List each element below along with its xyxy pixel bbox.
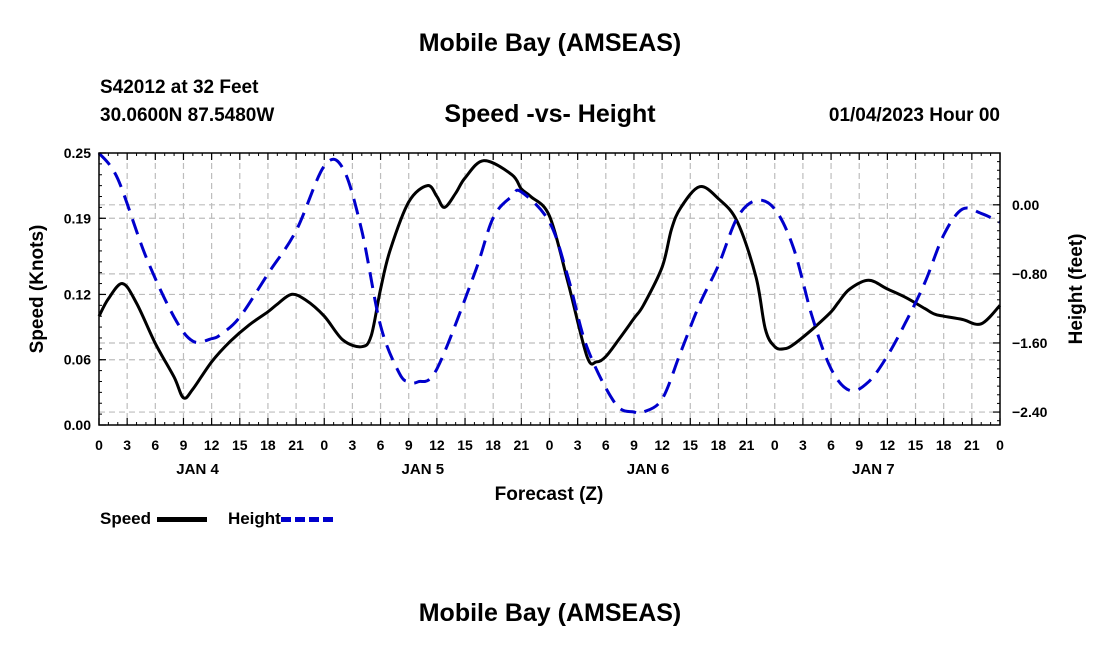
x-tick-label: 12	[204, 437, 220, 453]
day-label: JAN 5	[402, 461, 445, 478]
x-tick-label: 3	[123, 437, 131, 453]
x-tick-label: 12	[429, 437, 445, 453]
x-tick-label: 21	[739, 437, 755, 453]
x-axis-title: Forecast (Z)	[495, 484, 604, 505]
x-tick-label: 15	[682, 437, 698, 453]
forecast-datetime: 01/04/2023 Hour 00	[828, 105, 1000, 126]
x-tick-label: 0	[546, 437, 554, 453]
x-tick-label: 6	[602, 437, 610, 453]
x-tick-label: 18	[260, 437, 276, 453]
x-tick-label: 18	[711, 437, 727, 453]
station-coordinates: 30.0600N 87.5480W	[100, 105, 275, 126]
x-tick-label: 0	[95, 437, 103, 453]
legend-speed-swatch	[157, 517, 208, 523]
y-tick-label: 0.06	[64, 352, 91, 368]
legend-height-label: Height	[227, 509, 281, 528]
y2-tick-label: 0.00	[1012, 197, 1039, 213]
y2-axis-title: Height (feet)	[1066, 234, 1087, 345]
day-label: JAN 7	[852, 461, 895, 478]
x-tick-label: 6	[377, 437, 385, 453]
x-tick-label: 9	[855, 437, 863, 453]
x-tick-label: 18	[485, 437, 501, 453]
x-tick-label: 3	[349, 437, 357, 453]
chart-title: Speed -vs- Height	[444, 100, 656, 128]
day-label: JAN 4	[176, 461, 219, 478]
legend-height-swatch	[280, 517, 333, 523]
y2-tick-label: −0.80	[1012, 266, 1048, 282]
height-series-line	[97, 152, 1001, 415]
x-tick-label: 9	[630, 437, 638, 453]
y2-tick-label: −1.60	[1012, 335, 1048, 351]
day-label: JAN 6	[627, 461, 670, 478]
legend: Speed Height	[100, 509, 333, 529]
x-tick-label: 0	[771, 437, 779, 453]
y-tick-label: 0.12	[64, 286, 91, 302]
x-tick-label: 21	[288, 437, 304, 453]
x-tick-label: 21	[964, 437, 980, 453]
station-label: S42012 at 32 Feet	[100, 77, 259, 98]
y-axis-title: Speed (Knots)	[27, 225, 48, 354]
page-title: Mobile Bay (AMSEAS)	[418, 29, 682, 57]
series-lines	[97, 152, 1002, 415]
x-tick-label: 3	[574, 437, 582, 453]
x-tick-label: 21	[514, 437, 530, 453]
y2-tick-label: −2.40	[1012, 404, 1048, 420]
y-tick-label: 0.00	[64, 417, 91, 433]
x-tick-label: 0	[320, 437, 328, 453]
legend-speed-label: Speed	[100, 509, 152, 528]
footer-title: Mobile Bay (AMSEAS)	[418, 599, 682, 627]
y-tick-label: 0.19	[64, 210, 91, 226]
x-tick-label: 6	[151, 437, 159, 453]
x-tick-label: 15	[908, 437, 924, 453]
x-tick-label: 15	[232, 437, 248, 453]
speed-series-line	[97, 159, 1002, 400]
axes: 0 3 6 9 12 15 18 21 0 3 6 9 12 15 18 21 0 3 6 9 12 15 18 21 0 3 6 9…	[64, 145, 1048, 478]
x-tick-label: 9	[180, 437, 188, 453]
x-tick-label: 15	[457, 437, 473, 453]
x-tick-label: 12	[654, 437, 670, 453]
x-tick-label: 12	[880, 437, 896, 453]
x-tick-label: 18	[936, 437, 952, 453]
x-tick-label: 0	[996, 437, 1004, 453]
x-tick-label: 6	[827, 437, 835, 453]
x-tick-label: 3	[799, 437, 807, 453]
x-tick-label: 9	[405, 437, 413, 453]
y-tick-label: 0.25	[64, 145, 91, 161]
